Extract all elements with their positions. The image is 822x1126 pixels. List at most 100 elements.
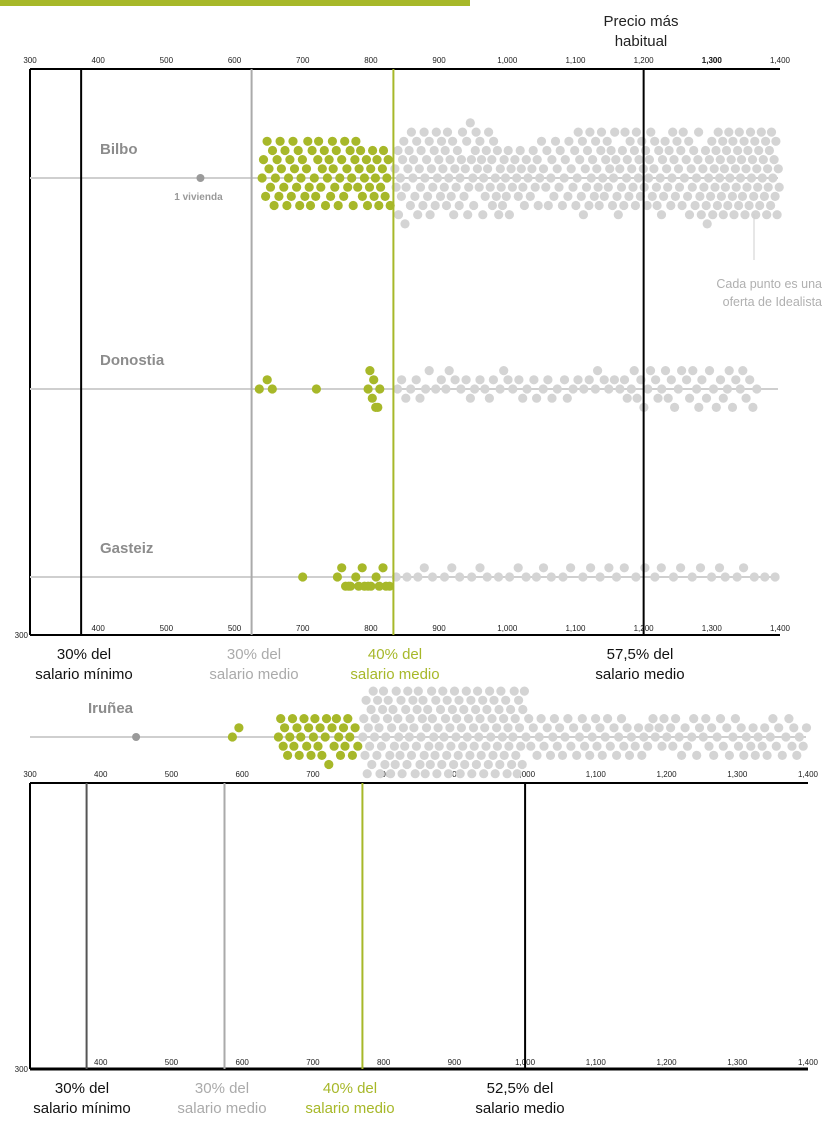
- bottom-tick-label: 500: [160, 624, 174, 633]
- data-point: [492, 145, 502, 156]
- data-point: [739, 136, 749, 146]
- bottom-tick-label: 1,200: [657, 1058, 678, 1067]
- data-point: [660, 136, 670, 146]
- top-tick-label: 400: [94, 770, 108, 779]
- data-point: [335, 750, 346, 761]
- data-point: [592, 164, 602, 174]
- data-point: [737, 191, 748, 201]
- data-point: [480, 191, 490, 201]
- data-point: [310, 714, 320, 724]
- data-point: [410, 769, 420, 779]
- data-point: [440, 145, 450, 156]
- data-point: [718, 741, 728, 751]
- data-point: [566, 164, 576, 174]
- data-point: [416, 145, 426, 156]
- data-point: [752, 384, 762, 394]
- data-point: [283, 173, 294, 183]
- data-point: [464, 182, 474, 192]
- data-point: [506, 704, 516, 715]
- data-point: [465, 750, 475, 761]
- data-point: [369, 732, 380, 742]
- data-point: [479, 769, 489, 779]
- data-point: [619, 741, 629, 751]
- data-point: [680, 723, 690, 733]
- data-point: [534, 732, 544, 742]
- bottom-tick-label: 800: [377, 1058, 391, 1067]
- data-point: [633, 723, 644, 733]
- top-tick-label: 1,200: [657, 770, 678, 779]
- data-point: [732, 572, 742, 582]
- data-point: [557, 200, 568, 211]
- data-point: [424, 366, 434, 376]
- data-point: [572, 750, 582, 761]
- reference-line-label: salario medio: [595, 666, 684, 683]
- data-point: [499, 366, 509, 376]
- data-point: [474, 732, 484, 742]
- data-point: [420, 173, 430, 183]
- data-point: [506, 164, 516, 174]
- data-point: [439, 572, 450, 582]
- data-point: [728, 136, 738, 146]
- data-point: [371, 572, 381, 582]
- data-point: [764, 145, 775, 156]
- bottom-tick-label: 1,300: [702, 624, 723, 633]
- data-point: [744, 200, 754, 211]
- reference-line-label: 30% del: [195, 1080, 249, 1097]
- data-point: [398, 723, 408, 733]
- data-point: [704, 741, 714, 751]
- data-point: [736, 155, 747, 165]
- data-point: [441, 384, 451, 394]
- data-point: [285, 155, 295, 165]
- data-point: [462, 136, 472, 146]
- data-point: [777, 750, 787, 761]
- data-point: [516, 741, 526, 751]
- data-point: [432, 173, 442, 183]
- data-point: [500, 173, 511, 183]
- data-point: [382, 173, 392, 183]
- data-point: [334, 732, 344, 742]
- data-point: [622, 155, 632, 165]
- data-point: [434, 741, 444, 751]
- data-point: [442, 127, 453, 137]
- data-point: [411, 741, 421, 751]
- data-point: [801, 723, 812, 733]
- data-point: [610, 127, 620, 137]
- data-point: [360, 750, 370, 761]
- data-point: [594, 200, 604, 211]
- data-point: [711, 402, 721, 412]
- data-point: [286, 191, 296, 201]
- data-point: [609, 723, 619, 733]
- data-point: [588, 155, 598, 165]
- data-point: [443, 769, 454, 779]
- row-label: Gasteiz: [100, 540, 153, 557]
- data-point: [758, 155, 768, 165]
- data-point: [411, 375, 421, 385]
- bottom-tick-label: 700: [306, 1058, 320, 1067]
- data-point: [645, 366, 656, 376]
- data-point: [581, 182, 592, 192]
- data-point: [382, 714, 393, 724]
- data-point: [580, 164, 590, 174]
- data-point: [536, 714, 546, 724]
- data-point: [437, 759, 447, 770]
- data-point: [390, 164, 400, 174]
- data-point: [741, 393, 751, 403]
- data-point: [697, 375, 707, 385]
- data-point: [317, 750, 327, 761]
- data-point: [330, 182, 340, 192]
- data-point: [359, 173, 369, 183]
- data-point: [644, 155, 655, 165]
- data-point: [746, 173, 757, 183]
- data-point: [591, 714, 601, 724]
- data-point: [316, 182, 326, 192]
- data-point: [698, 164, 708, 174]
- bottom-tick-label: 1,100: [586, 1058, 607, 1067]
- data-point: [367, 759, 377, 770]
- data-point: [720, 572, 730, 582]
- data-point: [549, 714, 560, 724]
- data-point: [589, 191, 599, 201]
- data-point: [420, 769, 430, 779]
- data-point: [328, 164, 338, 174]
- data-point: [629, 145, 640, 156]
